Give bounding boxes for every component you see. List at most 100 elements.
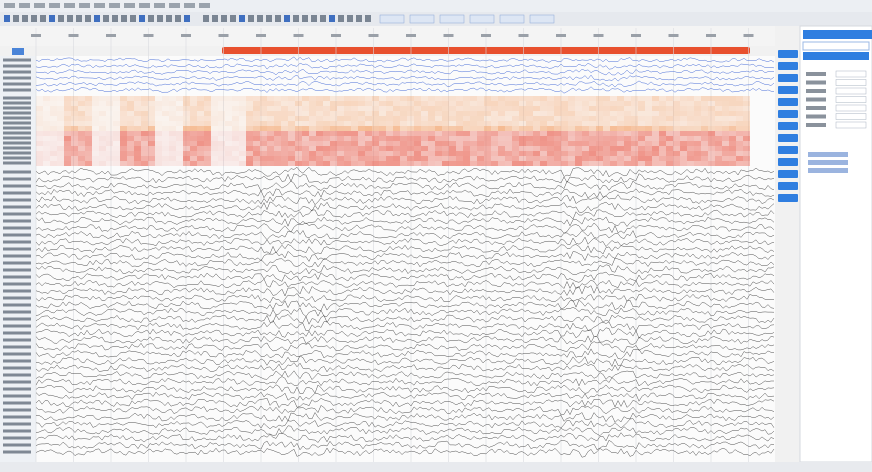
toolbar-icon[interactable]	[112, 15, 118, 22]
panel-field[interactable]	[836, 80, 866, 86]
panel-field[interactable]	[836, 97, 866, 103]
toolbar-icon[interactable]	[85, 15, 91, 22]
toolbar-icon[interactable]	[103, 15, 109, 22]
toolbar-icon[interactable]	[275, 15, 281, 22]
spectrogram-cell	[673, 106, 680, 111]
toolbar-icon[interactable]	[4, 15, 10, 22]
spectrogram-cell	[470, 141, 477, 146]
toolbar-icon[interactable]	[40, 15, 46, 22]
spectrogram-cell	[64, 141, 71, 146]
menu-item[interactable]	[19, 3, 30, 8]
toolbar-icon[interactable]	[130, 15, 136, 22]
menu-item[interactable]	[109, 3, 120, 8]
spectrogram-cell	[330, 121, 337, 126]
toolbar-icon[interactable]	[203, 15, 209, 22]
spectrogram-cell	[330, 136, 337, 141]
side-button[interactable]	[778, 98, 798, 106]
toolbar-icon[interactable]	[320, 15, 326, 22]
spectrogram-cell	[610, 96, 617, 101]
side-button[interactable]	[778, 74, 798, 82]
menu-item[interactable]	[154, 3, 165, 8]
toolbar-icon[interactable]	[166, 15, 172, 22]
spectrogram-cell	[141, 126, 148, 131]
menu-item[interactable]	[34, 3, 45, 8]
toolbar-icon[interactable]	[13, 15, 19, 22]
menu-item[interactable]	[184, 3, 195, 8]
toolbar-icon[interactable]	[148, 15, 154, 22]
side-button[interactable]	[778, 170, 798, 178]
side-button[interactable]	[778, 122, 798, 130]
toolbar-icon[interactable]	[257, 15, 263, 22]
toolbar-icon[interactable]	[139, 15, 145, 22]
spectrogram-cell	[92, 126, 99, 131]
side-button[interactable]	[778, 110, 798, 118]
toolbar-button[interactable]	[530, 15, 554, 23]
panel-field[interactable]	[836, 105, 866, 111]
toolbar-button[interactable]	[500, 15, 524, 23]
toolbar-icon[interactable]	[121, 15, 127, 22]
toolbar-icon[interactable]	[94, 15, 100, 22]
spectrogram-cell	[183, 156, 190, 161]
toolbar-icon[interactable]	[338, 15, 344, 22]
menu-item[interactable]	[79, 3, 90, 8]
spectrogram-cell	[239, 161, 246, 166]
menu-item[interactable]	[169, 3, 180, 8]
side-button[interactable]	[778, 50, 798, 58]
side-button[interactable]	[778, 194, 798, 202]
toolbar-icon[interactable]	[67, 15, 73, 22]
panel-field[interactable]	[836, 114, 866, 120]
toolbar-icon[interactable]	[212, 15, 218, 22]
panel-field[interactable]	[836, 71, 866, 77]
menu-item[interactable]	[4, 3, 15, 8]
spectrogram-cell	[624, 136, 631, 141]
toolbar-button[interactable]	[410, 15, 434, 23]
toolbar-icon[interactable]	[356, 15, 362, 22]
menu-item[interactable]	[49, 3, 60, 8]
panel-field[interactable]	[836, 88, 866, 94]
panel-dropdown[interactable]	[803, 42, 869, 50]
menu-item[interactable]	[139, 3, 150, 8]
panel-list-item[interactable]	[808, 160, 848, 165]
toolbar-icon[interactable]	[329, 15, 335, 22]
toolbar-icon[interactable]	[58, 15, 64, 22]
toolbar-icon[interactable]	[184, 15, 190, 22]
toolbar-icon[interactable]	[22, 15, 28, 22]
toolbar-icon[interactable]	[49, 15, 55, 22]
panel-list-item[interactable]	[808, 168, 848, 173]
toolbar-icon[interactable]	[311, 15, 317, 22]
spectrogram-cell	[652, 141, 659, 146]
menu-item[interactable]	[94, 3, 105, 8]
side-button[interactable]	[778, 86, 798, 94]
menu-item[interactable]	[64, 3, 75, 8]
toolbar-icon[interactable]	[302, 15, 308, 22]
toolbar-icon[interactable]	[221, 15, 227, 22]
side-button[interactable]	[778, 146, 798, 154]
menu-item[interactable]	[124, 3, 135, 8]
side-button[interactable]	[778, 62, 798, 70]
menu-item[interactable]	[199, 3, 210, 8]
toolbar-icon[interactable]	[239, 15, 245, 22]
toolbar-icon[interactable]	[76, 15, 82, 22]
panel-field[interactable]	[836, 122, 866, 128]
toolbar-icon[interactable]	[293, 15, 299, 22]
toolbar-icon[interactable]	[31, 15, 37, 22]
side-button[interactable]	[778, 158, 798, 166]
toolbar-icon[interactable]	[175, 15, 181, 22]
panel-list-item[interactable]	[808, 152, 848, 157]
toolbar-icon[interactable]	[248, 15, 254, 22]
toolbar-icon[interactable]	[365, 15, 371, 22]
panel-selected-row[interactable]	[803, 52, 869, 60]
side-button[interactable]	[778, 134, 798, 142]
toolbar-button[interactable]	[470, 15, 494, 23]
toolbar-icon[interactable]	[230, 15, 236, 22]
toolbar-button[interactable]	[380, 15, 404, 23]
side-button[interactable]	[778, 182, 798, 190]
toolbar-icon[interactable]	[284, 15, 290, 22]
toolbar-icon[interactable]	[266, 15, 272, 22]
spectrogram-cell	[435, 111, 442, 116]
toolbar-button[interactable]	[440, 15, 464, 23]
ruler-button[interactable]	[12, 48, 24, 55]
spectrogram-cell	[99, 131, 106, 136]
toolbar-icon[interactable]	[347, 15, 353, 22]
toolbar-icon[interactable]	[157, 15, 163, 22]
